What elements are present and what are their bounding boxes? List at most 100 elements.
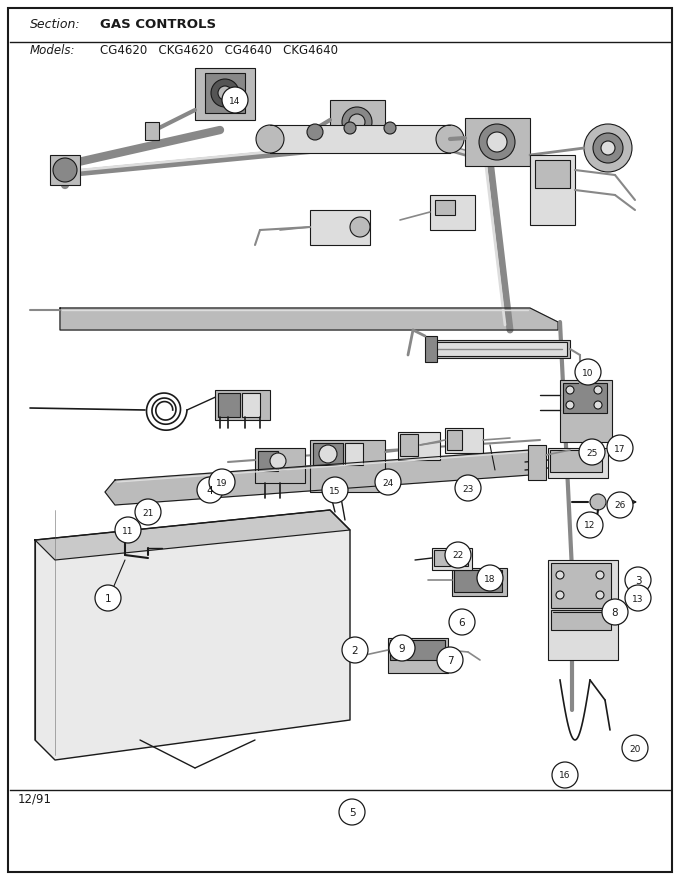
Bar [465,118,530,166]
Bar [530,155,575,225]
Circle shape [552,762,578,788]
Bar [215,390,270,420]
Text: CG4620   CKG4620   CG4640   CKG4640: CG4620 CKG4620 CG4640 CKG4640 [100,44,338,57]
Text: 25: 25 [586,449,598,458]
Circle shape [445,542,471,568]
Circle shape [607,492,633,518]
Circle shape [218,86,232,100]
Text: 2: 2 [352,646,358,656]
Text: 13: 13 [632,595,644,604]
Bar [560,380,612,442]
Bar [432,548,472,570]
Circle shape [256,125,284,153]
Text: 17: 17 [614,444,626,453]
Bar [447,430,462,450]
Circle shape [577,512,603,538]
Circle shape [579,439,605,465]
Circle shape [115,517,141,543]
Text: 8: 8 [612,608,618,618]
Text: 10: 10 [582,369,594,378]
Circle shape [436,125,464,153]
Bar [258,451,278,471]
Polygon shape [60,308,558,330]
Circle shape [607,435,633,461]
Circle shape [270,453,286,469]
Text: 12: 12 [584,522,596,531]
Bar [50,155,80,185]
Bar [452,568,507,596]
Circle shape [339,799,365,825]
Circle shape [584,124,632,172]
Text: 18: 18 [484,575,496,583]
Polygon shape [35,510,350,560]
Text: Models:: Models: [30,44,75,57]
Bar [528,445,546,480]
Text: 12/91: 12/91 [18,793,52,806]
Circle shape [53,158,77,182]
Bar [432,342,567,356]
Circle shape [449,609,475,635]
Text: 6: 6 [459,618,465,628]
Text: 26: 26 [614,502,626,510]
Text: 14: 14 [229,97,241,106]
Bar [548,560,618,660]
Bar [398,432,440,460]
Bar [535,160,570,188]
Bar [454,570,502,592]
Circle shape [566,386,574,394]
Bar [400,434,418,456]
Circle shape [307,124,323,140]
Bar [551,563,611,608]
Bar [218,393,240,417]
Circle shape [575,359,601,385]
Circle shape [135,499,161,525]
Bar [551,610,611,630]
Circle shape [593,133,623,163]
Circle shape [350,217,370,237]
Bar [548,448,608,478]
Text: 24: 24 [382,479,394,488]
Text: GAS CONTROLS: GAS CONTROLS [100,18,216,31]
Bar [430,340,570,358]
Circle shape [344,122,356,134]
Text: 23: 23 [462,485,474,494]
Circle shape [342,637,368,663]
Circle shape [222,87,248,113]
Polygon shape [105,450,545,505]
Bar [242,393,260,417]
Bar [388,638,448,673]
Circle shape [437,647,463,673]
Circle shape [455,475,481,501]
Circle shape [384,122,396,134]
Bar [195,68,255,120]
Bar [430,195,475,230]
Bar [330,100,385,145]
Bar [345,443,363,465]
Text: 3: 3 [634,576,641,586]
Circle shape [556,591,564,599]
Circle shape [322,477,348,503]
Text: 11: 11 [122,526,134,536]
Bar [434,550,468,566]
Circle shape [625,567,651,593]
Circle shape [479,124,515,160]
Circle shape [566,401,574,409]
Circle shape [375,469,401,495]
Circle shape [197,477,223,503]
Text: 1: 1 [105,594,112,604]
Circle shape [209,469,235,495]
Circle shape [622,735,648,761]
Circle shape [211,79,239,107]
Bar [310,440,385,492]
Circle shape [590,494,606,510]
Circle shape [477,565,503,591]
Circle shape [601,141,615,155]
Bar [390,640,445,660]
Bar [563,383,607,413]
Circle shape [596,591,604,599]
Bar [550,450,602,472]
Circle shape [594,401,602,409]
Circle shape [556,571,564,579]
Text: 22: 22 [452,552,464,561]
Bar [205,73,245,113]
